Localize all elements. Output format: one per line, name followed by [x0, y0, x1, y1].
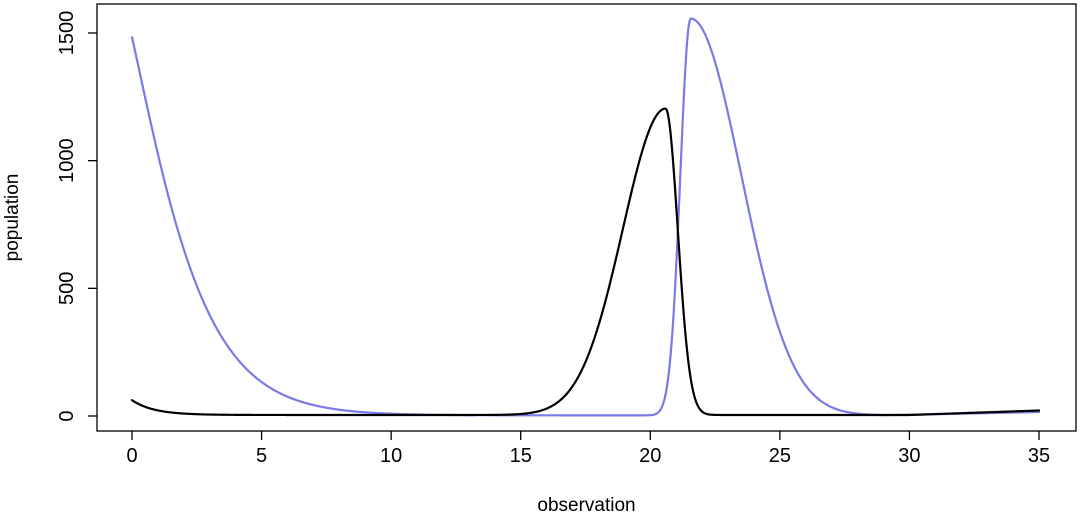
svg-text:20: 20	[639, 445, 661, 467]
svg-text:10: 10	[380, 445, 402, 467]
svg-text:0: 0	[126, 445, 137, 467]
svg-text:500: 500	[56, 272, 78, 305]
svg-text:15: 15	[510, 445, 532, 467]
svg-text:35: 35	[1028, 445, 1050, 467]
svg-text:population: population	[2, 174, 23, 262]
svg-text:25: 25	[769, 445, 791, 467]
svg-text:1500: 1500	[56, 11, 78, 56]
svg-text:1000: 1000	[56, 138, 78, 183]
svg-text:30: 30	[898, 445, 920, 467]
svg-text:observation: observation	[537, 495, 635, 516]
svg-text:5: 5	[256, 445, 267, 467]
svg-text:0: 0	[56, 410, 78, 421]
